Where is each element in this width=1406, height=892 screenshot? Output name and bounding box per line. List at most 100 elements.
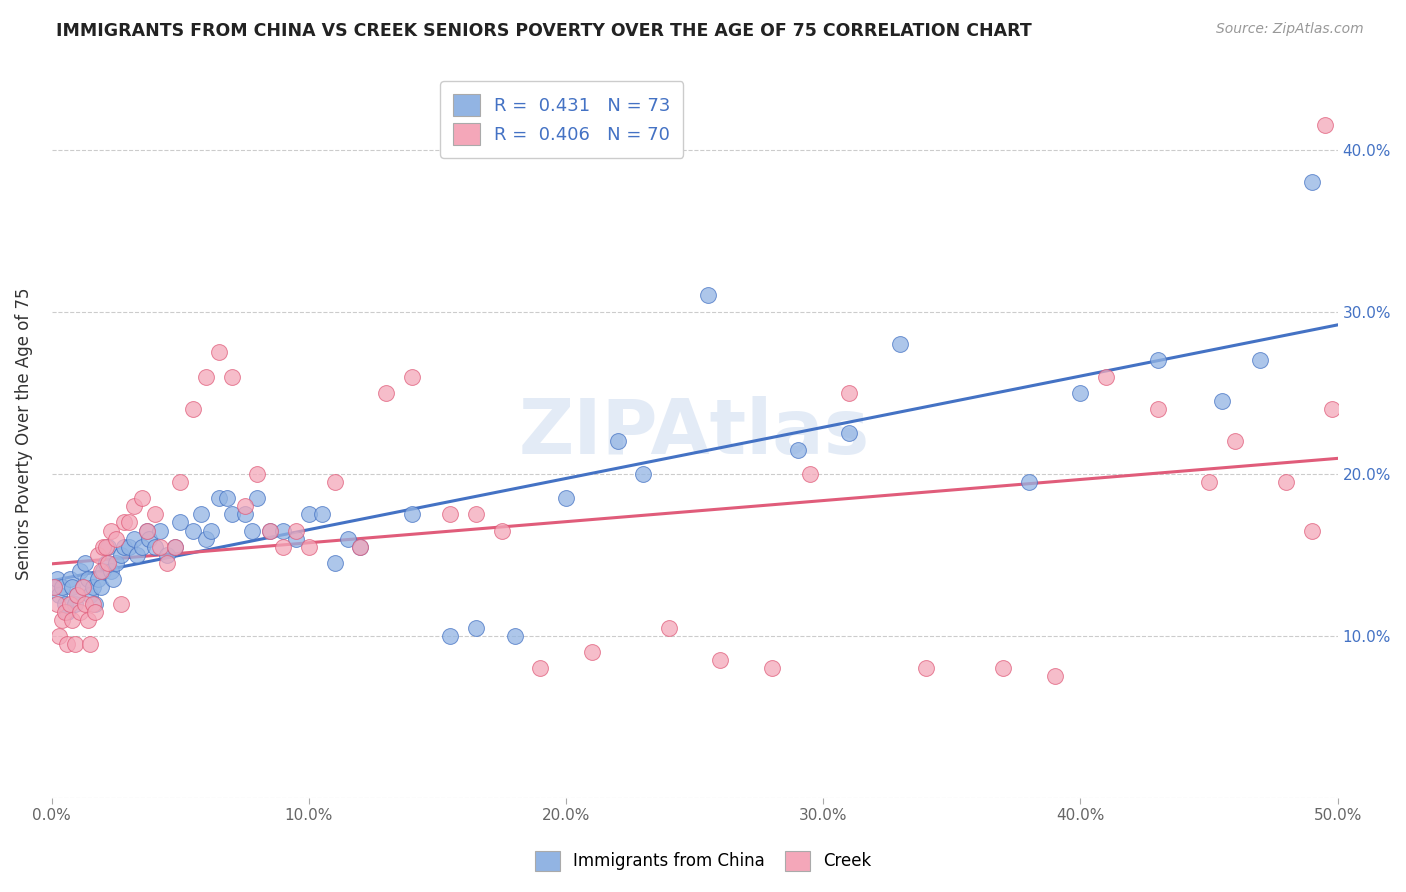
Point: [59, 572, 82, 586]
Point: [143, 508, 166, 522]
Point: [1095, 369, 1118, 384]
Text: IMMIGRANTS FROM CHINA VS CREEK SENIORS POVERTY OVER THE AGE OF 75 CORRELATION CH: IMMIGRANTS FROM CHINA VS CREEK SENIORS P…: [56, 22, 1032, 40]
Point: [233, 500, 256, 514]
Point: [208, 491, 231, 505]
Point: [221, 508, 243, 522]
Point: [240, 524, 263, 538]
Point: [1146, 353, 1168, 368]
Point: [75, 597, 97, 611]
Point: [1018, 475, 1040, 489]
Point: [169, 475, 191, 489]
Point: [138, 532, 160, 546]
Point: [59, 597, 82, 611]
Point: [889, 337, 911, 351]
Point: [491, 524, 513, 538]
Point: [169, 516, 191, 530]
Point: [51, 580, 73, 594]
Point: [82, 580, 104, 594]
Point: [195, 532, 218, 546]
Point: [1069, 385, 1091, 400]
Point: [66, 589, 89, 603]
Point: [110, 548, 132, 562]
Point: [112, 540, 135, 554]
Point: [94, 540, 117, 554]
Point: [581, 645, 603, 659]
Point: [181, 524, 204, 538]
Point: [349, 540, 371, 554]
Point: [75, 556, 97, 570]
Text: Source: ZipAtlas.com: Source: ZipAtlas.com: [1216, 22, 1364, 37]
Point: [761, 661, 783, 675]
Point: [799, 467, 821, 481]
Point: [529, 661, 551, 675]
Point: [208, 345, 231, 359]
Point: [44, 580, 66, 594]
Point: [915, 661, 938, 675]
Point: [149, 540, 172, 554]
Point: [87, 572, 110, 586]
Point: [1301, 524, 1323, 538]
Point: [271, 540, 294, 554]
Point: [131, 540, 153, 554]
Point: [181, 401, 204, 416]
Point: [91, 564, 114, 578]
Point: [76, 572, 98, 586]
Point: [84, 605, 107, 619]
Point: [82, 597, 104, 611]
Point: [76, 613, 98, 627]
Point: [200, 524, 222, 538]
Point: [112, 516, 135, 530]
Point: [69, 564, 91, 578]
Point: [221, 369, 243, 384]
Point: [555, 491, 578, 505]
Point: [1223, 434, 1246, 449]
Point: [311, 508, 333, 522]
Point: [246, 467, 269, 481]
Legend: Immigrants from China, Creek: Immigrants from China, Creek: [526, 842, 880, 880]
Point: [1043, 669, 1066, 683]
Point: [135, 524, 157, 538]
Point: [110, 597, 132, 611]
Point: [48, 629, 70, 643]
Point: [48, 589, 70, 603]
Point: [165, 540, 187, 554]
Point: [90, 580, 112, 594]
Point: [97, 556, 120, 570]
Point: [122, 532, 145, 546]
Point: [60, 613, 83, 627]
Point: [97, 540, 120, 554]
Point: [100, 524, 122, 538]
Point: [79, 637, 101, 651]
Point: [375, 385, 398, 400]
Point: [60, 580, 83, 594]
Point: [51, 613, 73, 627]
Point: [118, 516, 141, 530]
Point: [606, 434, 628, 449]
Point: [233, 508, 256, 522]
Point: [53, 605, 76, 619]
Point: [156, 556, 179, 570]
Point: [105, 532, 128, 546]
Point: [246, 491, 269, 505]
Point: [401, 508, 423, 522]
Point: [56, 637, 79, 651]
Point: [103, 572, 125, 586]
Point: [63, 597, 86, 611]
Point: [503, 629, 526, 643]
Point: [633, 467, 655, 481]
Point: [993, 661, 1015, 675]
Point: [87, 548, 110, 562]
Legend: R =  0.431   N = 73, R =  0.406   N = 70: R = 0.431 N = 73, R = 0.406 N = 70: [440, 81, 683, 158]
Point: [90, 564, 112, 578]
Point: [298, 508, 321, 522]
Point: [1250, 353, 1272, 368]
Point: [336, 532, 359, 546]
Point: [838, 385, 860, 400]
Point: [259, 524, 281, 538]
Point: [1313, 118, 1336, 132]
Point: [1146, 401, 1168, 416]
Point: [465, 621, 488, 635]
Point: [125, 548, 148, 562]
Point: [323, 475, 346, 489]
Point: [66, 589, 89, 603]
